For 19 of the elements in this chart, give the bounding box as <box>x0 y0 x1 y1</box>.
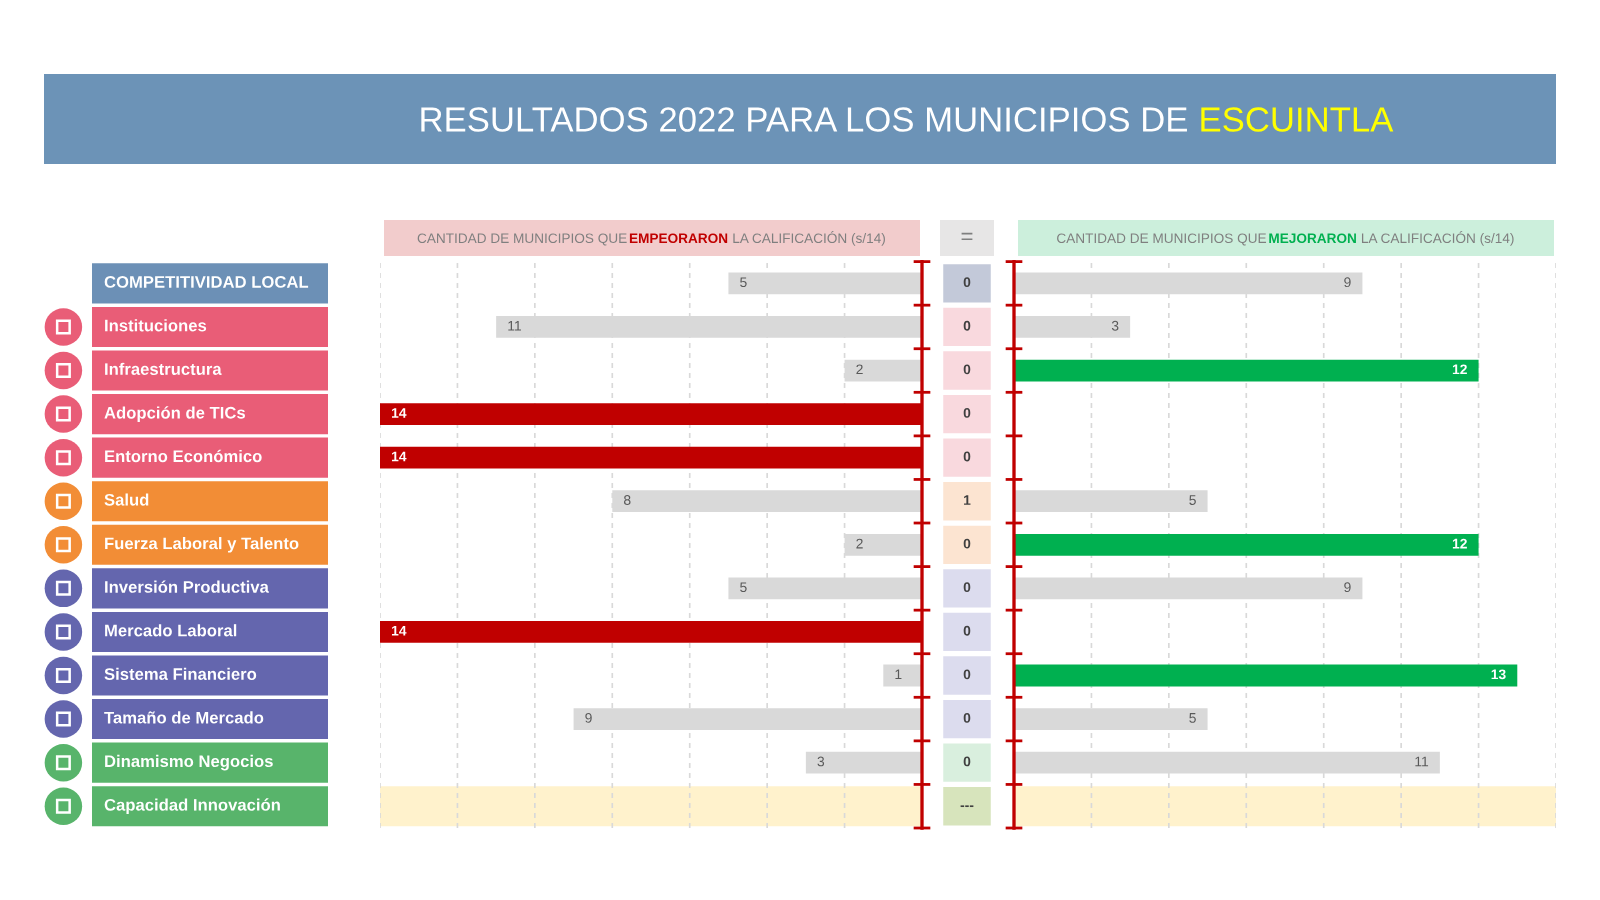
bar <box>1014 664 1518 687</box>
bar <box>1014 533 1479 556</box>
category-label: Inversión Productiva <box>105 580 269 593</box>
category-label: COMPETITIVIDAD LOCAL <box>104 276 309 288</box>
category-label: Fuerza Laboral y Talento <box>105 537 299 553</box>
category-label: Adopción de TICs <box>104 406 245 422</box>
category-label: Sistema Financiero <box>104 667 257 680</box>
category-label: Capacidad Innovación <box>104 798 280 815</box>
category-label: Tamaño de Mercado <box>104 711 264 724</box>
text: RESULTADOS 2022 PARA LOS MUNICIPIOS DE ESCUINTLA <box>421 107 1394 132</box>
bar <box>1014 359 1479 382</box>
bar <box>883 664 922 687</box>
category-label: Instituciones <box>105 319 207 332</box>
category-label: Mercado Laboral <box>105 624 237 637</box>
category-label: Infraestructura <box>105 362 222 375</box>
text: = <box>961 232 973 241</box>
category-label: Salud <box>104 493 149 506</box>
category-label: Dinamismo Negocios <box>105 754 273 771</box>
category-label: Entorno Económico <box>105 449 262 463</box>
